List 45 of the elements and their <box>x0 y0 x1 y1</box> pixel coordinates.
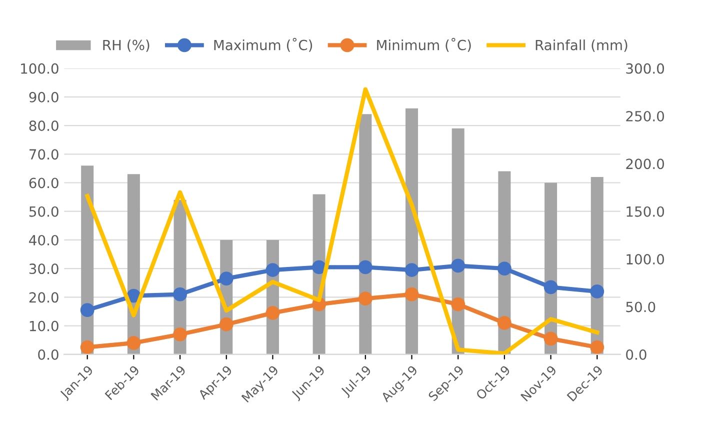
point <box>451 258 466 273</box>
point <box>498 262 512 276</box>
y2-tick-label: 150.0 <box>626 206 664 217</box>
y-tick-label: 80.0 <box>29 120 58 132</box>
point <box>219 317 234 332</box>
y2-tick-label: 200.0 <box>626 158 664 170</box>
legend-label: RH (%) <box>103 40 150 52</box>
y-tick-label: 20.0 <box>29 292 58 303</box>
point <box>544 332 558 346</box>
y-tick-label: 70.0 <box>30 149 58 160</box>
y-tick-label: 40.0 <box>29 234 58 246</box>
y-tick-label: 90.0 <box>29 92 58 102</box>
point <box>219 272 234 286</box>
y-tick-label: 50.0 <box>29 206 58 217</box>
point <box>173 327 187 342</box>
y-tick-label: 0.0 <box>38 349 58 360</box>
point <box>404 287 419 302</box>
y-tick-label: 10.0 <box>30 320 58 332</box>
point <box>126 336 141 350</box>
legend-label: Minimum (˚C) <box>377 38 471 52</box>
legend-label: Maximum (˚C) <box>214 38 312 52</box>
point <box>544 280 558 294</box>
point <box>498 316 512 330</box>
y-tick-label: 30.0 <box>29 264 58 274</box>
point <box>266 306 280 320</box>
line-series <box>85 87 600 354</box>
point <box>358 292 372 306</box>
point <box>80 303 94 318</box>
y-tick-label: 100.0 <box>21 63 58 74</box>
point <box>80 340 94 354</box>
y2-tick-label: 100.0 <box>626 254 664 265</box>
point <box>266 263 280 277</box>
legend-label: Rainfall (mm) <box>536 40 628 52</box>
point <box>451 297 466 312</box>
y2-tick-label: 0.0 <box>626 349 646 360</box>
point <box>173 287 187 302</box>
point <box>590 284 604 298</box>
point <box>358 260 372 274</box>
point <box>590 340 604 354</box>
point <box>312 260 326 274</box>
point <box>404 263 419 277</box>
y2-tick-label: 250.0 <box>626 110 664 122</box>
y-tick-label: 60.0 <box>29 178 58 188</box>
y2-tick-label: 300.0 <box>626 63 664 74</box>
y2-tick-label: 50.0 <box>626 302 656 312</box>
